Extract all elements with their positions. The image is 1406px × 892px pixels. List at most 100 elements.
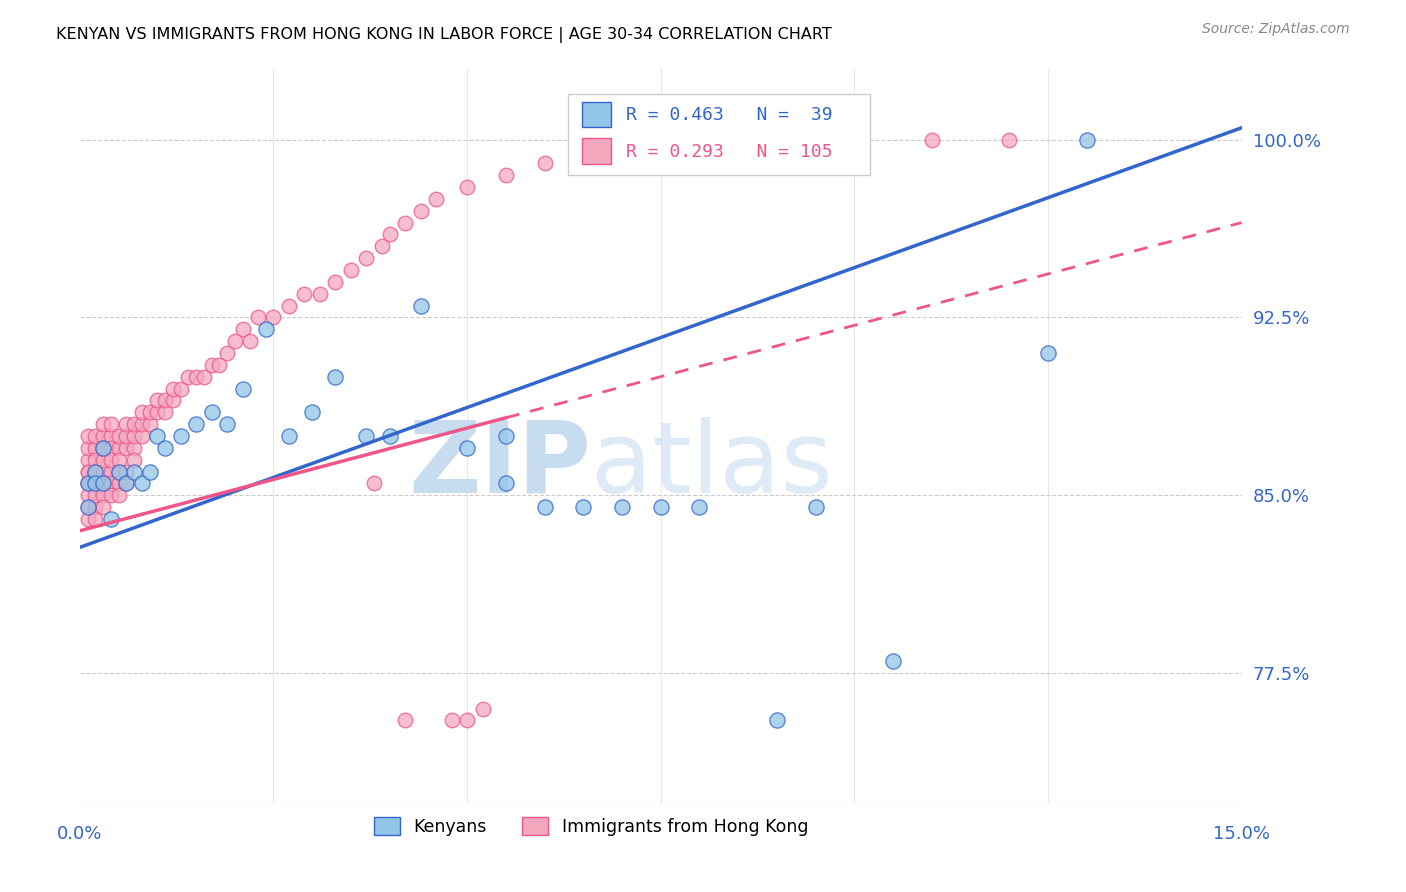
- Point: [76, 476, 98, 491]
- Point: [1076, 133, 1098, 147]
- Point: [409, 299, 432, 313]
- Point: [456, 180, 478, 194]
- Point: [115, 476, 138, 491]
- Point: [107, 465, 129, 479]
- Point: [131, 429, 153, 443]
- Point: [100, 429, 122, 443]
- Point: [727, 133, 749, 147]
- Point: [84, 465, 107, 479]
- Point: [107, 465, 129, 479]
- Point: [425, 192, 447, 206]
- Point: [409, 203, 432, 218]
- Text: R = 0.293   N = 105: R = 0.293 N = 105: [626, 143, 832, 161]
- Point: [162, 382, 184, 396]
- Point: [177, 369, 200, 384]
- Point: [84, 512, 107, 526]
- FancyBboxPatch shape: [568, 95, 870, 175]
- Point: [76, 512, 98, 526]
- Point: [394, 714, 416, 728]
- Point: [231, 382, 253, 396]
- Point: [76, 429, 98, 443]
- Point: [309, 286, 332, 301]
- Point: [84, 452, 107, 467]
- Point: [76, 500, 98, 514]
- Point: [76, 488, 98, 502]
- Point: [169, 429, 191, 443]
- Point: [572, 156, 595, 170]
- Point: [1036, 346, 1059, 360]
- Point: [325, 275, 347, 289]
- Point: [115, 476, 138, 491]
- Point: [495, 476, 517, 491]
- Point: [610, 145, 633, 159]
- Point: [100, 441, 122, 455]
- Point: [91, 429, 114, 443]
- Point: [325, 369, 347, 384]
- Point: [495, 168, 517, 182]
- Point: [76, 452, 98, 467]
- Point: [162, 393, 184, 408]
- Point: [146, 405, 169, 419]
- Point: [107, 476, 129, 491]
- Text: atlas: atlas: [591, 417, 832, 514]
- Point: [100, 488, 122, 502]
- Point: [84, 429, 107, 443]
- Point: [138, 465, 160, 479]
- Point: [766, 133, 789, 147]
- Point: [804, 133, 827, 147]
- Point: [122, 417, 145, 431]
- Point: [688, 133, 710, 147]
- Point: [84, 476, 107, 491]
- Bar: [582, 138, 610, 164]
- Point: [153, 405, 176, 419]
- Point: [76, 465, 98, 479]
- Point: [115, 441, 138, 455]
- Point: [340, 263, 363, 277]
- Point: [239, 334, 262, 348]
- Point: [115, 429, 138, 443]
- Point: [100, 476, 122, 491]
- Point: [246, 310, 269, 325]
- Point: [440, 714, 463, 728]
- Point: [766, 714, 789, 728]
- Point: [278, 299, 301, 313]
- Point: [610, 500, 633, 514]
- Point: [471, 701, 494, 715]
- Text: R = 0.463   N =  39: R = 0.463 N = 39: [626, 106, 832, 124]
- Point: [138, 405, 160, 419]
- Point: [294, 286, 316, 301]
- Point: [100, 452, 122, 467]
- Point: [169, 382, 191, 396]
- Point: [76, 476, 98, 491]
- Point: [91, 500, 114, 514]
- Point: [122, 452, 145, 467]
- Text: 0.0%: 0.0%: [58, 825, 103, 843]
- Point: [456, 441, 478, 455]
- Point: [84, 476, 107, 491]
- Point: [91, 417, 114, 431]
- Point: [84, 476, 107, 491]
- Point: [100, 465, 122, 479]
- Point: [356, 429, 378, 443]
- Point: [76, 441, 98, 455]
- Point: [844, 133, 866, 147]
- Point: [91, 476, 114, 491]
- Point: [263, 310, 285, 325]
- Point: [215, 346, 238, 360]
- Point: [91, 441, 114, 455]
- Point: [76, 476, 98, 491]
- Point: [107, 452, 129, 467]
- Point: [200, 405, 222, 419]
- Point: [533, 500, 555, 514]
- Point: [76, 465, 98, 479]
- Bar: [582, 102, 610, 128]
- Point: [100, 476, 122, 491]
- Point: [356, 251, 378, 265]
- Point: [91, 476, 114, 491]
- Point: [193, 369, 215, 384]
- Point: [84, 441, 107, 455]
- Point: [91, 465, 114, 479]
- Point: [138, 417, 160, 431]
- Point: [91, 452, 114, 467]
- Text: Source: ZipAtlas.com: Source: ZipAtlas.com: [1202, 22, 1350, 37]
